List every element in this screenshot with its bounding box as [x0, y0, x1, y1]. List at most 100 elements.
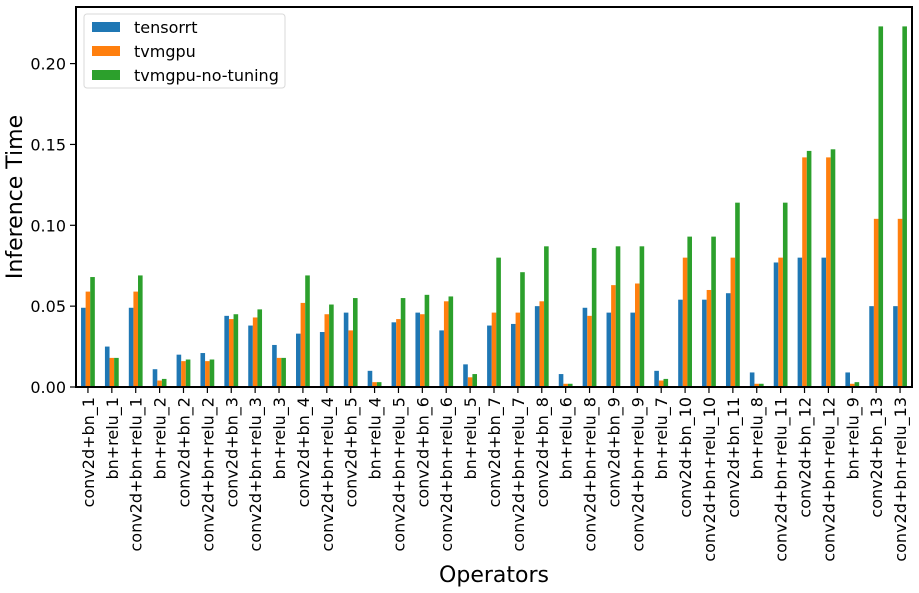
bar-tvmgpu-conv2d+bn+relu_2	[205, 361, 210, 387]
bar-tvmgpu-conv2d+bn_7	[491, 312, 497, 387]
bar-tensorrt-conv2d+bn_8	[534, 306, 540, 387]
x-tick-label: conv2d+bn+relu_5	[389, 397, 409, 551]
bar-tensorrt-bn+relu_8	[749, 372, 755, 387]
bar-tvmgpu-conv2d+bn_5	[348, 330, 353, 387]
bar-tvmgpu-no-tuning-conv2d+bn+relu_1	[138, 275, 143, 387]
bar-tensorrt-bn+relu_9	[845, 372, 850, 387]
bar-tensorrt-conv2d+bn+relu_10	[702, 299, 707, 387]
bar-tensorrt-conv2d+bn+relu_12	[821, 257, 827, 387]
bar-tvmgpu-no-tuning-conv2d+bn+relu_5	[400, 298, 406, 387]
bar-tensorrt-conv2d+bn_13	[869, 306, 874, 387]
bar-tvmgpu-no-tuning-conv2d+bn_12	[806, 150, 812, 387]
bar-tensorrt-bn+relu_2	[152, 369, 158, 387]
bar-tvmgpu-bn+relu_2	[157, 380, 162, 387]
bar-tvmgpu-conv2d+bn_9	[611, 285, 616, 387]
x-axis-title: Operators	[439, 563, 549, 588]
bar-tvmgpu-no-tuning-conv2d+bn_6	[424, 294, 430, 387]
bar-tensorrt-bn+relu_5	[463, 364, 468, 387]
x-tick-label: conv2d+bn+relu_7	[509, 397, 529, 551]
legend-label-tvmgpu: tvmgpu	[134, 42, 196, 61]
x-tick-label: conv2d+bn_12	[796, 397, 816, 518]
bar-tensorrt-conv2d+bn_4	[296, 333, 301, 387]
x-tick-label: conv2d+bn_3	[222, 397, 242, 507]
bar-tensorrt-conv2d+bn_1	[81, 307, 86, 387]
bar-tvmgpu-conv2d+bn+relu_9	[635, 283, 640, 387]
bar-tensorrt-conv2d+bn+relu_2	[200, 353, 206, 387]
bar-tvmgpu-conv2d+bn+relu_3	[252, 317, 258, 387]
bar-tensorrt-conv2d+bn+relu_5	[391, 322, 397, 387]
bar-tvmgpu-no-tuning-conv2d+bn+relu_10	[711, 236, 716, 387]
bar-tensorrt-conv2d+bn_5	[343, 312, 349, 387]
bar-tvmgpu-conv2d+bn_4	[300, 302, 306, 387]
x-tick-label: bn+relu_2	[151, 397, 171, 480]
bar-tvmgpu-conv2d+bn+relu_4	[324, 314, 330, 387]
bar-tensorrt-conv2d+bn+relu_9	[630, 312, 636, 387]
bar-tensorrt-bn+relu_7	[654, 370, 659, 387]
bar-tvmgpu-no-tuning-conv2d+bn_10	[687, 236, 692, 387]
x-tick-label: conv2d+bn+relu_4	[318, 397, 338, 551]
bar-tvmgpu-no-tuning-conv2d+bn+relu_13	[902, 26, 907, 388]
bar-tvmgpu-conv2d+bn_6	[420, 314, 425, 387]
legend: tensorrt tvmgpu tvmgpu-no-tuning	[83, 13, 286, 89]
y-axis-title: Inference Time	[3, 115, 28, 279]
bar-tvmgpu-conv2d+bn+relu_11	[778, 257, 783, 387]
x-tick-label: conv2d+bn_1	[79, 397, 99, 507]
x-tick-label: conv2d+bn_5	[342, 397, 362, 507]
bar-tvmgpu-no-tuning-conv2d+bn_8	[544, 246, 549, 387]
bar-tensorrt-conv2d+bn+relu_4	[319, 332, 325, 387]
x-tick-label: bn+relu_6	[557, 397, 577, 480]
legend-label-tvmgpu-no-tuning: tvmgpu-no-tuning	[134, 66, 279, 85]
bar-tvmgpu-conv2d+bn_11	[730, 257, 736, 387]
bar-tvmgpu-no-tuning-conv2d+bn_13	[878, 26, 884, 388]
bar-tvmgpu-no-tuning-bn+relu_9	[854, 382, 860, 387]
bar-tvmgpu-no-tuning-conv2d+bn_9	[615, 246, 621, 387]
x-tick-label: conv2d+bn_11	[724, 397, 744, 518]
x-tick-label: conv2d+bn+relu_11	[772, 397, 792, 562]
x-tick-label: bn+relu_5	[461, 397, 481, 480]
x-tick-label: conv2d+bn+relu_8	[581, 397, 601, 551]
y-tick-label: 0.05	[30, 297, 66, 316]
bar-tvmgpu-no-tuning-bn+relu_6	[567, 383, 573, 387]
bar-tvmgpu-no-tuning-conv2d+bn_4	[305, 275, 310, 387]
bar-tensorrt-conv2d+bn_3	[224, 315, 229, 387]
bar-tvmgpu-conv2d+bn_10	[682, 257, 688, 387]
x-tick-label: bn+relu_1	[103, 397, 123, 480]
bar-tvmgpu-no-tuning-conv2d+bn_7	[496, 257, 501, 387]
x-tick-label: conv2d+bn_2	[174, 397, 194, 507]
x-tick-label: conv2d+bn+relu_3	[246, 397, 266, 551]
bar-tensorrt-bn+relu_1	[104, 346, 110, 387]
bar-tvmgpu-no-tuning-bn+relu_1	[114, 357, 119, 387]
bar-tvmgpu-conv2d+bn_2	[181, 361, 186, 387]
x-tick-label: conv2d+bn+relu_10	[700, 397, 720, 562]
bar-tensorrt-bn+relu_6	[558, 374, 564, 387]
legend-swatch-tensorrt	[92, 22, 120, 32]
x-tick-label: conv2d+bn+relu_12	[819, 397, 839, 562]
bar-tvmgpu-no-tuning-conv2d+bn+relu_6	[448, 296, 454, 387]
bar-tvmgpu-bn+relu_9	[849, 383, 855, 387]
x-tick-label: conv2d+bn_6	[413, 397, 433, 507]
bar-tvmgpu-bn+relu_6	[563, 383, 568, 387]
bar-tvmgpu-conv2d+bn_8	[539, 301, 545, 387]
legend-label-tensorrt: tensorrt	[134, 18, 198, 37]
x-tick-label: conv2d+bn+relu_6	[437, 397, 457, 551]
bar-tvmgpu-no-tuning-conv2d+bn+relu_4	[329, 304, 334, 387]
bar-tvmgpu-conv2d+bn+relu_10	[706, 289, 712, 387]
bar-tensorrt-conv2d+bn+relu_3	[248, 325, 253, 387]
bar-tvmgpu-bn+relu_8	[754, 383, 760, 387]
bar-tensorrt-conv2d+bn+relu_8	[582, 307, 588, 387]
x-tick-label: bn+relu_7	[652, 397, 672, 480]
bar-tensorrt-conv2d+bn_9	[606, 312, 612, 387]
bar-tensorrt-conv2d+bn_2	[176, 354, 182, 387]
x-tick-label: conv2d+bn_4	[294, 397, 314, 507]
x-tick-label: conv2d+bn+relu_2	[198, 397, 218, 551]
x-tick-label: conv2d+bn_9	[604, 397, 624, 507]
y-tick-label: 0.10	[30, 216, 66, 235]
bar-tvmgpu-no-tuning-bn+relu_3	[281, 357, 286, 387]
x-tick-label: conv2d+bn_10	[676, 397, 696, 518]
bar-tvmgpu-conv2d+bn_3	[228, 319, 234, 387]
x-tick-label: conv2d+bn+relu_9	[628, 397, 648, 551]
bar-tensorrt-conv2d+bn_6	[415, 312, 421, 387]
bar-tvmgpu-conv2d+bn+relu_13	[897, 218, 903, 387]
legend-swatch-tvmgpu-no-tuning	[92, 70, 120, 80]
